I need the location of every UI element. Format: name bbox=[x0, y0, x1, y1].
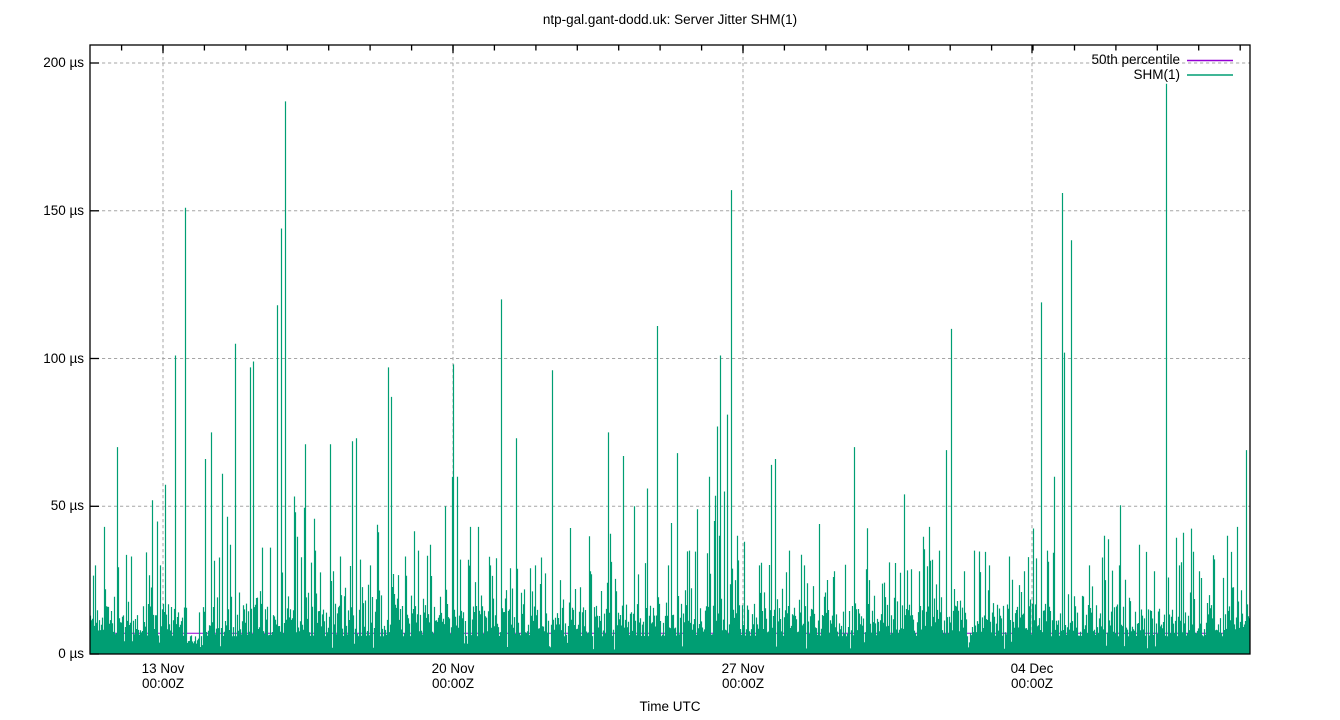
plot-border bbox=[89, 44, 1251, 655]
x-tick-date: 13 Nov bbox=[141, 661, 185, 676]
chart-title: ntp-gal.gant-dodd.uk: Server Jitter SHM(… bbox=[542, 12, 798, 27]
y-tick-label-0: 0 µs bbox=[58, 646, 84, 661]
x-tick-label-13nov: 13 Nov 00:00Z bbox=[103, 661, 223, 691]
series-shm1 bbox=[89, 83, 1251, 654]
legend: 50th percentile SHM(1) bbox=[0, 52, 1180, 82]
x-tick-label-20nov: 20 Nov 00:00Z bbox=[393, 661, 513, 691]
axis-ticks-top bbox=[120, 45, 1241, 53]
y-tick-label-100: 100 µs bbox=[43, 350, 84, 366]
y-tick-label-150: 150 µs bbox=[43, 202, 84, 218]
y-tick-label-50: 50 µs bbox=[50, 498, 84, 514]
x-tick-time: 00:00Z bbox=[1011, 676, 1054, 691]
x-tick-time: 00:00Z bbox=[721, 676, 764, 691]
x-tick-date: 27 Nov bbox=[721, 661, 765, 676]
x-tick-label-27nov: 27 Nov 00:00Z bbox=[683, 661, 803, 691]
x-tick-time: 00:00Z bbox=[141, 676, 184, 691]
x-tick-date: 04 Dec bbox=[1010, 661, 1054, 676]
x-tick-date: 20 Nov bbox=[431, 661, 475, 676]
legend-label-shm1: SHM(1) bbox=[1133, 67, 1181, 82]
x-axis-label: Time UTC bbox=[639, 699, 701, 714]
x-tick-label-04dec: 04 Dec 00:00Z bbox=[972, 661, 1092, 691]
axis-ticks-left bbox=[90, 62, 99, 655]
x-tick-time: 00:00Z bbox=[431, 676, 474, 691]
legend-label-50th-percentile: 50th percentile bbox=[1091, 52, 1180, 67]
y-tick-label-200: 200 µs bbox=[43, 55, 84, 70]
